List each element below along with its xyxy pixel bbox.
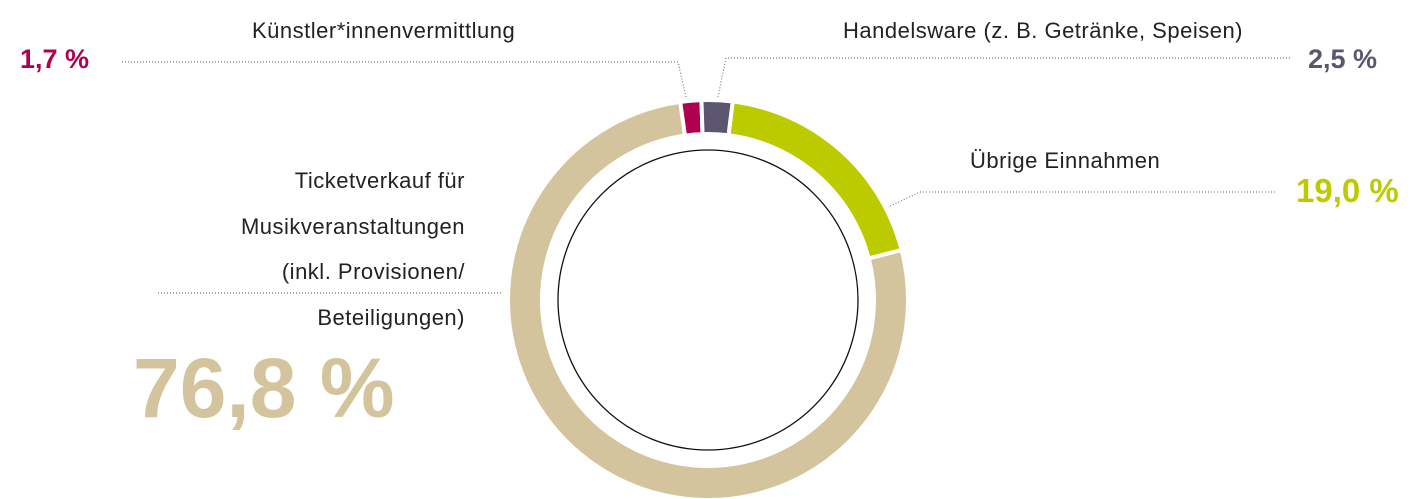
segment-label: Künstler*innenvermittlung <box>252 18 516 43</box>
segment-label: Handelsware (z. B. Getränke, Speisen) <box>843 18 1244 43</box>
leader-line <box>717 57 1290 98</box>
value-label: 2,5 % <box>1308 44 1378 74</box>
leader-line <box>887 191 1275 208</box>
leader-line <box>122 61 687 98</box>
value-label: 1,7 % <box>20 44 90 74</box>
donut-segment <box>506 99 910 499</box>
value-label: 19,0 % <box>1296 172 1399 209</box>
inner-circle <box>557 149 859 451</box>
segment-label: Übrige Einnahmen <box>970 148 1161 173</box>
value-label: 76,8 % <box>133 341 395 435</box>
donut-segment <box>726 99 905 261</box>
segment-label: Ticketverkauf für Musikveranstaltungen (… <box>240 168 465 330</box>
